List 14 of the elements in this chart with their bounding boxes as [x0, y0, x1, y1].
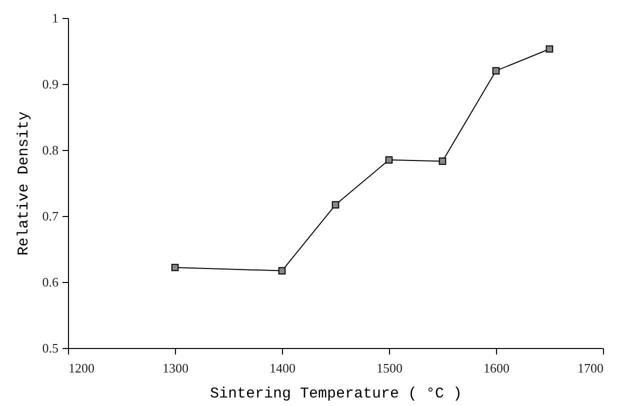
- x-tick-label: 1200: [68, 360, 94, 376]
- y-tick-label: 0.8: [42, 142, 58, 158]
- x-tick-label: 1300: [162, 360, 188, 376]
- y-tick-label: 0.5: [42, 340, 58, 356]
- x-axis-title: Sintering Temperature ( °C ): [210, 386, 462, 402]
- y-tick-label: 0.6: [42, 274, 59, 290]
- y-tick-label: 1: [52, 10, 58, 26]
- x-tick-label: 1600: [484, 360, 510, 376]
- x-tick-label: 1500: [376, 360, 402, 376]
- y-tick-label: 0.7: [42, 208, 59, 224]
- x-tick-label: 1700: [578, 360, 604, 376]
- y-axis-title: Relative Density: [15, 111, 32, 256]
- y-tick-label: 0.9: [42, 76, 58, 92]
- x-tick-label: 1400: [270, 360, 296, 376]
